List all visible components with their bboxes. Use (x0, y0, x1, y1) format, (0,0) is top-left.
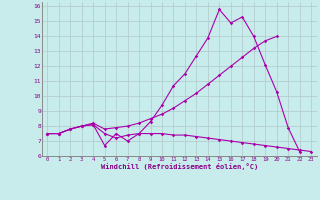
X-axis label: Windchill (Refroidissement éolien,°C): Windchill (Refroidissement éolien,°C) (100, 163, 258, 170)
